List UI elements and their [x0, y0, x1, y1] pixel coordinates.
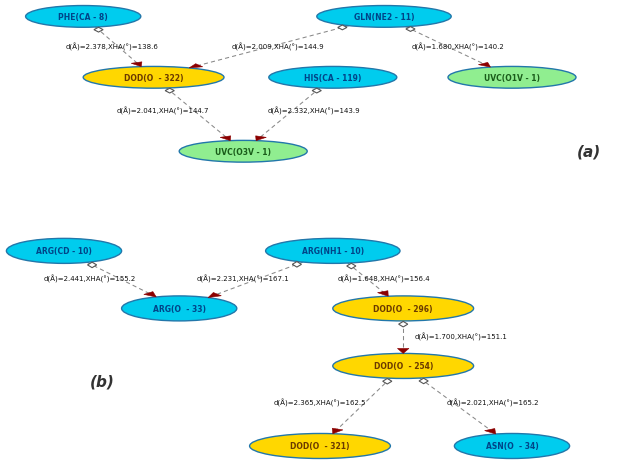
Text: DOD(O  - 296): DOD(O - 296) [374, 304, 433, 313]
Polygon shape [347, 264, 356, 269]
Polygon shape [208, 293, 221, 298]
Text: DOD(O  - 321): DOD(O - 321) [291, 442, 349, 451]
Polygon shape [383, 379, 392, 384]
Text: UVC(O3V - 1): UVC(O3V - 1) [215, 148, 271, 157]
Text: ASN(O  - 34): ASN(O - 34) [486, 442, 538, 451]
Polygon shape [189, 65, 203, 69]
Polygon shape [292, 262, 301, 268]
Polygon shape [406, 28, 415, 32]
Ellipse shape [454, 434, 570, 458]
Ellipse shape [333, 354, 474, 378]
Text: d(Å)=2.231,XHA(°)=167.1: d(Å)=2.231,XHA(°)=167.1 [197, 275, 289, 283]
Ellipse shape [266, 239, 400, 264]
Text: GLN(NE2 - 11): GLN(NE2 - 11) [354, 13, 414, 22]
Text: ARG(NH1 - 10): ARG(NH1 - 10) [301, 247, 364, 256]
Polygon shape [131, 63, 142, 68]
Polygon shape [312, 89, 321, 94]
Text: HIS(CA - 119): HIS(CA - 119) [304, 74, 362, 83]
Polygon shape [165, 89, 174, 94]
Ellipse shape [179, 141, 307, 163]
Ellipse shape [250, 434, 390, 458]
Ellipse shape [317, 7, 451, 28]
Text: d(Å)=2.441,XHA(°)=155.2: d(Å)=2.441,XHA(°)=155.2 [44, 275, 136, 283]
Polygon shape [397, 349, 409, 354]
Ellipse shape [269, 67, 397, 89]
Ellipse shape [6, 239, 122, 264]
Text: UVC(O1V - 1): UVC(O1V - 1) [484, 74, 540, 83]
Polygon shape [484, 428, 496, 434]
Polygon shape [144, 292, 156, 298]
Text: d(Å)=2.332,XHA(°)=143.9: d(Å)=2.332,XHA(°)=143.9 [268, 107, 360, 115]
Polygon shape [378, 291, 388, 297]
Polygon shape [94, 28, 103, 33]
Text: DOD(O  - 254): DOD(O - 254) [374, 362, 433, 371]
Polygon shape [338, 26, 347, 31]
Text: DOD(O  - 322): DOD(O - 322) [124, 74, 183, 83]
Text: d(Å)=2.021,XHA(°)=165.2: d(Å)=2.021,XHA(°)=165.2 [447, 398, 539, 407]
Ellipse shape [122, 296, 237, 321]
Text: d(Å)=2.009,XHA(°)=144.9: d(Å)=2.009,XHA(°)=144.9 [232, 42, 324, 51]
Text: ARG(CD - 10): ARG(CD - 10) [36, 247, 92, 256]
Text: d(Å)=1.680,XHA(°)=140.2: d(Å)=1.680,XHA(°)=140.2 [412, 42, 504, 51]
Text: (a): (a) [577, 144, 601, 159]
Ellipse shape [333, 296, 474, 321]
Text: d(Å)=2.365,XHA(°)=162.5: d(Å)=2.365,XHA(°)=162.5 [274, 398, 366, 407]
Polygon shape [255, 137, 266, 141]
Ellipse shape [26, 7, 141, 28]
Text: (b): (b) [90, 374, 115, 388]
Text: ARG(O  - 33): ARG(O - 33) [153, 304, 205, 313]
Ellipse shape [448, 67, 576, 89]
Text: PHE(CA - 8): PHE(CA - 8) [58, 13, 108, 22]
Polygon shape [399, 322, 408, 327]
Ellipse shape [83, 67, 224, 89]
Polygon shape [419, 378, 428, 384]
Text: d(Å)=2.378,XHA(°)=138.6: d(Å)=2.378,XHA(°)=138.6 [65, 42, 159, 51]
Text: d(Å)=2.041,XHA(°)=144.7: d(Å)=2.041,XHA(°)=144.7 [117, 107, 209, 115]
Polygon shape [88, 263, 97, 268]
Text: d(Å)=1.648,XHA(°)=156.4: d(Å)=1.648,XHA(°)=156.4 [338, 275, 430, 283]
Polygon shape [220, 137, 231, 141]
Text: d(Å)=1.700,XHA(°)=151.1: d(Å)=1.700,XHA(°)=151.1 [414, 332, 508, 340]
Polygon shape [478, 63, 490, 68]
Polygon shape [332, 428, 343, 434]
